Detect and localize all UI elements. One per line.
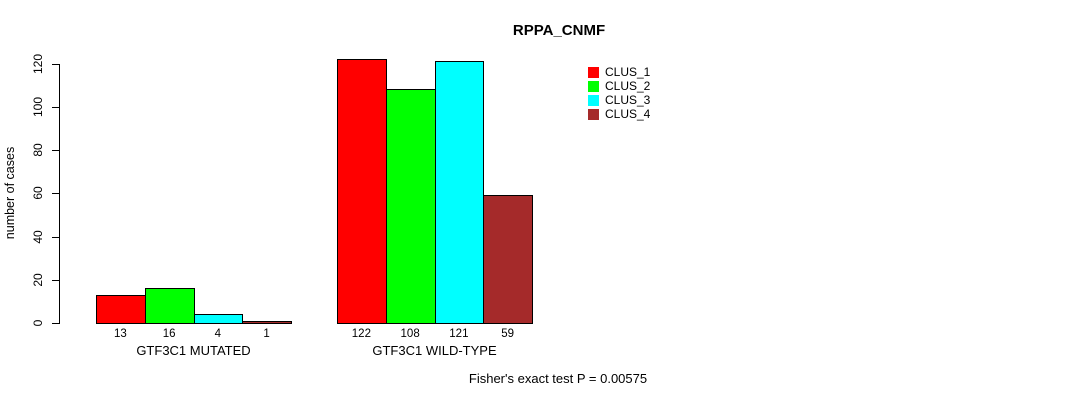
- bar-clus_4-0: [242, 320, 292, 324]
- bar-value-label: 1: [263, 328, 270, 340]
- bar-clus_3-1: [434, 61, 485, 324]
- bar-clus_2-0: [144, 288, 195, 324]
- y-axis-tick: [52, 323, 59, 324]
- bar-value-label: 59: [501, 328, 515, 340]
- y-axis-tick: [52, 106, 59, 108]
- legend-label: CLUS_3: [605, 93, 651, 107]
- legend-swatch-icon: [588, 80, 599, 92]
- bar-value-label: 16: [162, 328, 176, 340]
- bar-value-label: 122: [351, 328, 371, 340]
- legend: CLUS_1 CLUS_2 CLUS_3 CLUS_4: [588, 65, 650, 121]
- y-axis-tick: [52, 236, 59, 238]
- legend-label: CLUS_1: [605, 65, 651, 79]
- y-axis-tick-label: 60: [31, 186, 45, 200]
- y-axis-line: [59, 63, 60, 324]
- bar-clus_3-0: [193, 314, 244, 324]
- bar-clus_2-1: [385, 89, 436, 324]
- bar-clus_1-1: [337, 59, 387, 324]
- y-axis-tick-label: 80: [31, 143, 45, 157]
- y-axis-label: number of cases: [3, 146, 17, 240]
- legend-row: CLUS_1: [588, 65, 650, 79]
- y-axis-tick: [52, 150, 59, 151]
- group-label-1: GTF3C1 WILD-TYPE: [372, 343, 497, 358]
- group-label-0: GTF3C1 MUTATED: [136, 343, 251, 358]
- bar-clus_4-1: [483, 195, 533, 324]
- y-axis-tick: [52, 193, 59, 195]
- y-axis-tick-label: 0: [31, 319, 45, 327]
- y-axis-tick: [52, 279, 59, 281]
- y-axis-tick: [52, 63, 59, 65]
- legend-row: CLUS_2: [588, 79, 650, 93]
- y-axis-tick-label: 120: [31, 53, 45, 74]
- legend-swatch-icon: [588, 108, 599, 120]
- bar-value-label: 13: [113, 328, 127, 340]
- legend-swatch-icon: [588, 66, 599, 78]
- legend-row: CLUS_3: [588, 93, 650, 107]
- chart-title: RPPA_CNMF: [512, 22, 606, 39]
- bar-clus_1-0: [96, 294, 146, 324]
- bar-value-label: 121: [449, 328, 469, 340]
- y-axis-tick-label: 40: [31, 229, 45, 244]
- legend-swatch-icon: [588, 94, 599, 106]
- bar-value-label: 4: [214, 328, 222, 340]
- bar-value-label: 108: [400, 328, 420, 340]
- legend-label: CLUS_2: [605, 79, 651, 93]
- legend-label: CLUS_4: [605, 107, 651, 121]
- legend-row: CLUS_4: [588, 107, 650, 121]
- annotation-text: Fisher's exact test P = 0.00575: [468, 371, 648, 386]
- y-axis-tick-label: 100: [31, 96, 45, 117]
- y-axis-tick-label: 20: [31, 273, 45, 287]
